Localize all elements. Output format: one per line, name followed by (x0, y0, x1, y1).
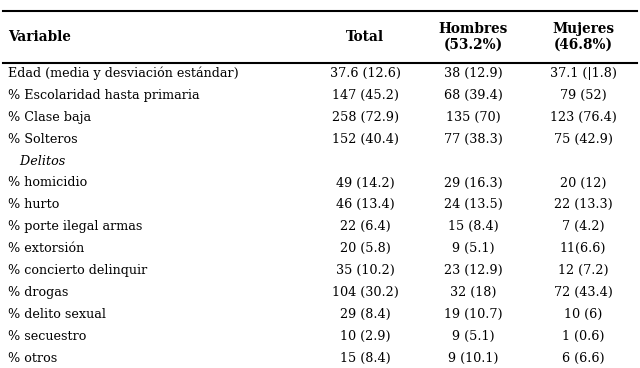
Text: Edad (media y desviación estándar): Edad (media y desviación estándar) (8, 67, 239, 80)
Text: Mujeres
(46.8%): Mujeres (46.8%) (552, 22, 614, 52)
Text: 77 (38.3): 77 (38.3) (444, 133, 502, 146)
Text: 6 (6.6): 6 (6.6) (562, 352, 604, 365)
Text: 49 (14.2): 49 (14.2) (336, 177, 394, 190)
Text: 24 (13.5): 24 (13.5) (444, 198, 502, 211)
Text: % secuestro: % secuestro (8, 330, 86, 343)
Text: 258 (72.9): 258 (72.9) (332, 111, 399, 124)
Text: 123 (76.4): 123 (76.4) (550, 111, 616, 124)
Text: % Clase baja: % Clase baja (8, 111, 92, 124)
Text: % extorsión: % extorsión (8, 242, 84, 255)
Text: % drogas: % drogas (8, 286, 68, 299)
Text: 29 (16.3): 29 (16.3) (444, 177, 502, 190)
Text: 35 (10.2): 35 (10.2) (336, 264, 394, 277)
Text: 46 (13.4): 46 (13.4) (336, 198, 394, 211)
Text: % otros: % otros (8, 352, 58, 365)
Text: 22 (13.3): 22 (13.3) (554, 198, 612, 211)
Text: 79 (52): 79 (52) (559, 89, 607, 102)
Text: 104 (30.2): 104 (30.2) (332, 286, 399, 299)
Text: 7 (4.2): 7 (4.2) (562, 220, 604, 233)
Text: % homicidio: % homicidio (8, 177, 88, 190)
Text: 72 (43.4): 72 (43.4) (554, 286, 612, 299)
Text: 9 (5.1): 9 (5.1) (452, 330, 494, 343)
Text: 147 (45.2): 147 (45.2) (332, 89, 399, 102)
Text: 68 (39.4): 68 (39.4) (444, 89, 502, 102)
Text: Variable: Variable (8, 30, 71, 44)
Text: % delito sexual: % delito sexual (8, 308, 106, 321)
Text: 32 (18): 32 (18) (450, 286, 496, 299)
Text: 12 (7.2): 12 (7.2) (557, 264, 609, 277)
Text: 10 (2.9): 10 (2.9) (340, 330, 390, 343)
Text: 9 (5.1): 9 (5.1) (452, 242, 494, 255)
Text: 23 (12.9): 23 (12.9) (444, 264, 502, 277)
Text: 11(6.6): 11(6.6) (560, 242, 606, 255)
Text: 152 (40.4): 152 (40.4) (332, 133, 399, 146)
Text: 22 (6.4): 22 (6.4) (340, 220, 390, 233)
Text: 19 (10.7): 19 (10.7) (444, 308, 502, 321)
Text: % Solteros: % Solteros (8, 133, 78, 146)
Text: 10 (6): 10 (6) (564, 308, 602, 321)
Text: Total: Total (346, 30, 384, 44)
Text: Delitos: Delitos (8, 155, 65, 167)
Text: 20 (5.8): 20 (5.8) (340, 242, 390, 255)
Text: 135 (70): 135 (70) (445, 111, 500, 124)
Text: 9 (10.1): 9 (10.1) (448, 352, 498, 365)
Text: % hurto: % hurto (8, 198, 60, 211)
Text: % Escolaridad hasta primaria: % Escolaridad hasta primaria (8, 89, 200, 102)
Text: 20 (12): 20 (12) (560, 177, 606, 190)
Text: 75 (42.9): 75 (42.9) (554, 133, 612, 146)
Text: Hombres
(53.2%): Hombres (53.2%) (438, 22, 508, 52)
Text: 37.1 (|1.8): 37.1 (|1.8) (550, 67, 616, 80)
Text: % concierto delinquir: % concierto delinquir (8, 264, 148, 277)
Text: 38 (12.9): 38 (12.9) (444, 67, 502, 80)
Text: 37.6 (12.6): 37.6 (12.6) (330, 67, 401, 80)
Text: % porte ilegal armas: % porte ilegal armas (8, 220, 143, 233)
Text: 15 (8.4): 15 (8.4) (447, 220, 499, 233)
Text: 15 (8.4): 15 (8.4) (340, 352, 390, 365)
Text: 29 (8.4): 29 (8.4) (340, 308, 390, 321)
Text: 1 (0.6): 1 (0.6) (562, 330, 604, 343)
